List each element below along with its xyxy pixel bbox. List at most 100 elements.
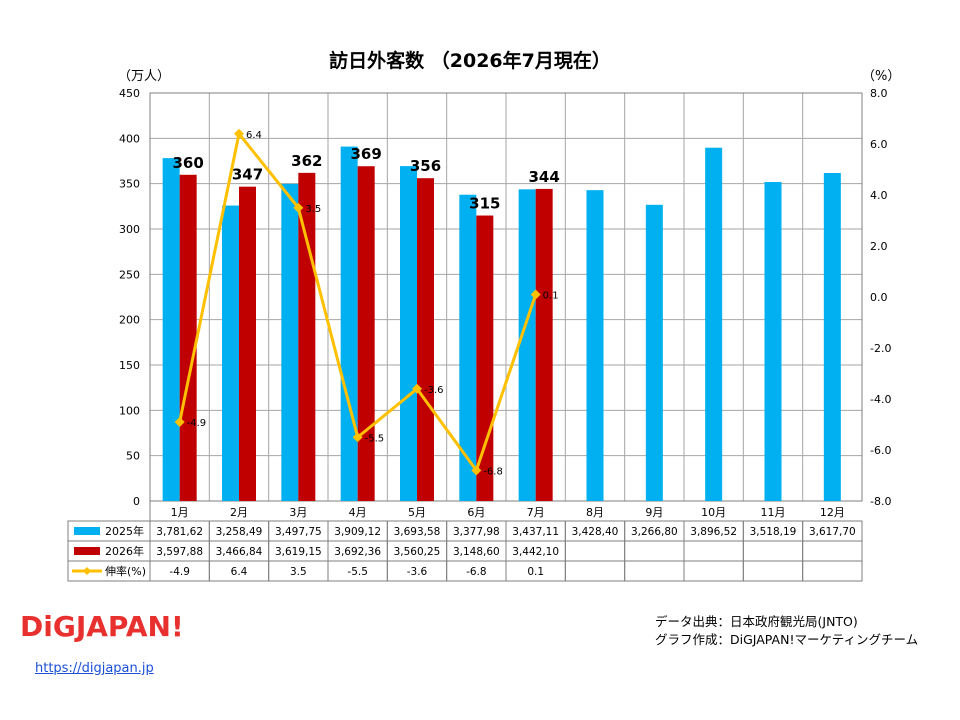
y-tick-label: 150	[119, 359, 140, 372]
data-table: 2025年 3,781,62 3,258,49 3,497,75 3,909,12 3,6…	[67, 501, 863, 582]
bar-2025	[222, 205, 239, 501]
site-link[interactable]: https://digjapan.jp	[35, 661, 154, 676]
table-cell-value: 3,560,25	[394, 546, 441, 558]
y-tick-label: 250	[119, 268, 140, 281]
bar-2025	[586, 190, 604, 502]
y2-tick-label: -4.0	[870, 393, 891, 406]
y-tick-label: 400	[119, 132, 140, 145]
month-label: 7月	[527, 506, 545, 519]
legend-entry: 伸率(%)	[105, 564, 146, 578]
bar-2025	[162, 158, 180, 501]
bar-2025	[705, 147, 723, 501]
table-cell-value: 3,466,84	[216, 546, 263, 558]
table-cell-value: -6.8	[466, 566, 487, 578]
legend-swatch	[74, 547, 100, 555]
credits: データ出典：日本政府観光局(JNTO) グラフ作成：DiGJAPAN!マーケティ…	[655, 613, 918, 649]
y2-tick-label: 6.0	[870, 138, 888, 151]
month-label: 1月	[171, 506, 189, 519]
table-cell-value: -5.5	[347, 566, 368, 578]
table-cell	[683, 560, 744, 582]
y-tick-label: 450	[119, 87, 140, 100]
bar-2025	[400, 166, 417, 501]
y-axis-unit: （万人）	[118, 69, 170, 84]
y-tick-label: 100	[119, 404, 140, 417]
y2-tick-label: -2.0	[870, 342, 891, 355]
bar-2025	[518, 189, 536, 501]
y-tick-label: 0	[133, 495, 140, 508]
table-cell-value: 3,693,58	[394, 526, 441, 538]
rate-label: 0.1	[543, 290, 559, 301]
grid-layer: 0 50 100 150 200 250 300 350 400 450 -8.0 -6.0 -4.0 -…	[119, 87, 891, 508]
bar-2025	[823, 172, 841, 502]
month-label: 9月	[645, 506, 663, 519]
table-cell-value: 3,597,88	[156, 546, 203, 558]
month-label: 2月	[230, 506, 248, 519]
table-cell-value: -4.9	[169, 566, 190, 578]
table-cell-value: 3.5	[290, 566, 307, 578]
y2-tick-label: 0.0	[870, 291, 888, 304]
y2-tick-label: -8.0	[870, 495, 891, 508]
source-line: データ出典：日本政府観光局(JNTO)	[655, 614, 858, 629]
table-cell	[742, 540, 804, 562]
table-cell	[742, 560, 804, 582]
table-cell-value: 3,377,98	[453, 526, 500, 538]
y-tick-label: 350	[119, 178, 140, 191]
rate-point	[471, 465, 482, 476]
table-cell	[624, 540, 685, 562]
table-cell-value: 3,428,40	[572, 526, 619, 538]
month-label: 4月	[349, 506, 367, 519]
table-cell-value: 3,617,70	[809, 526, 856, 538]
table-cell	[683, 540, 744, 562]
bar-2026	[179, 174, 197, 501]
y2-tick-label: 4.0	[870, 189, 888, 202]
table-cell-value: 3,518,19	[750, 526, 797, 538]
bar-2026	[357, 166, 375, 502]
table-cell-value: 3,442,10	[512, 546, 559, 558]
bar-2026	[417, 178, 434, 502]
table-cell	[802, 560, 863, 582]
month-label: 8月	[586, 506, 604, 519]
plot-area	[149, 92, 863, 502]
table-cell	[624, 560, 685, 582]
table-cell-value: 3,437,11	[512, 526, 559, 538]
month-label: 10月	[701, 506, 726, 519]
chart-title: 訪日外客数 （2026年7月現在）	[329, 49, 611, 72]
month-label: 5月	[408, 506, 426, 519]
digjapan-logo: DiGJAPAN!	[20, 610, 184, 643]
bar-layer	[162, 146, 841, 502]
bar-2026-label: 360	[173, 154, 204, 172]
table-cell-value: 3,497,75	[275, 526, 322, 538]
rate-point	[174, 416, 185, 427]
y-tick-label: 50	[126, 450, 140, 463]
table-cell	[564, 560, 626, 582]
rate-label: -6.8	[483, 466, 503, 477]
bar-2026-label: 356	[410, 157, 441, 175]
table-cell-value: 6.4	[231, 566, 248, 578]
table-cell	[802, 540, 863, 562]
legend-entry: 2026年	[105, 544, 144, 558]
legend-marker	[83, 567, 91, 575]
bar-2025	[764, 182, 782, 501]
bar-2026-label: 315	[469, 195, 500, 213]
month-label: 11月	[761, 506, 786, 519]
legend-entry: 2025年	[105, 524, 144, 538]
table-cell-value: 3,619,15	[275, 546, 322, 558]
bar-2025	[645, 204, 663, 502]
rate-point	[293, 202, 304, 213]
legend-swatch	[74, 527, 100, 535]
rate-label: -4.9	[187, 418, 207, 429]
table-cell-value: 3,266,80	[631, 526, 678, 538]
month-label: 6月	[467, 506, 485, 519]
rate-point	[412, 383, 422, 394]
y-tick-label: 300	[119, 223, 140, 236]
rate-label: -3.6	[424, 385, 444, 396]
rate-label: -5.5	[365, 433, 385, 444]
rate-point	[234, 128, 244, 139]
y2-tick-label: 8.0	[870, 87, 888, 100]
bar-2026	[239, 186, 256, 502]
table-cell-value: 3,258,49	[216, 526, 263, 538]
table-cell	[564, 540, 626, 562]
rate-label: 6.4	[246, 130, 262, 141]
rate-line-layer	[174, 128, 541, 476]
